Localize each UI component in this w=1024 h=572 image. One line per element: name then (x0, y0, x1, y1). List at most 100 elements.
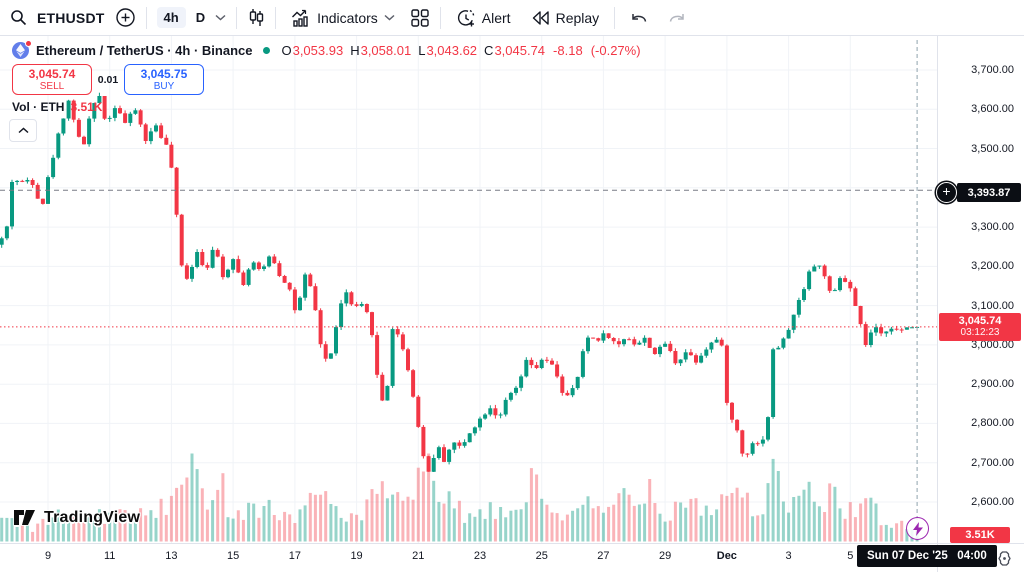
volume-bar (288, 514, 292, 542)
candle (580, 351, 585, 377)
toolbar-divider (236, 6, 238, 29)
volume-bar (684, 507, 688, 542)
candle (745, 453, 750, 455)
volume-bar (128, 518, 132, 542)
candle (344, 292, 349, 304)
candle (550, 360, 554, 365)
volume-bar (36, 523, 40, 542)
scale-settings-icon[interactable] (995, 549, 1013, 567)
interval-daily-button[interactable]: D (195, 10, 206, 25)
candle (282, 276, 287, 283)
candle (256, 262, 261, 269)
candle (627, 339, 632, 341)
candle (539, 359, 544, 368)
volume-bar (355, 514, 359, 542)
candle (164, 137, 169, 145)
volume-bar (51, 517, 55, 542)
volume-bar (622, 488, 626, 542)
volume-bar (853, 517, 857, 542)
compare-add-icon[interactable] (115, 7, 136, 28)
high-key: H (350, 43, 360, 58)
volume-bar (787, 512, 791, 542)
volume-bar (406, 496, 410, 542)
tradingview-logo-icon (13, 509, 37, 526)
symbol-title[interactable]: Ethereum / TetherUS · 4h · Binance (36, 43, 253, 58)
replay-button[interactable]: Replay (526, 7, 605, 29)
volume-bar (627, 494, 631, 542)
candle (699, 355, 704, 363)
volume-bar (535, 474, 539, 542)
candle (123, 113, 128, 123)
candle (611, 338, 616, 342)
undo-icon[interactable] (629, 10, 649, 26)
candle (215, 249, 220, 257)
sell-button[interactable]: 3,045.74 SELL (12, 64, 92, 95)
volume-bar (185, 477, 189, 542)
candle (184, 265, 189, 279)
symbol-search-button[interactable]: ETHUSDT (37, 9, 105, 26)
collapse-panel-button[interactable] (9, 119, 37, 142)
volume-bar (612, 504, 616, 542)
volume-bar (252, 503, 256, 542)
volume-bar (164, 514, 168, 542)
price-axis-label: 3,500.00 (971, 142, 1014, 155)
change-value: -8.18 (553, 43, 583, 58)
alert-button[interactable]: Alert (451, 5, 516, 31)
candle (51, 157, 56, 178)
candle (601, 333, 606, 341)
volume-bar (617, 493, 621, 542)
indicators-button[interactable]: Indicators (286, 6, 400, 30)
volume-bar (293, 523, 297, 542)
candle (616, 341, 621, 345)
volume-bar (103, 523, 107, 542)
interval-4h-button[interactable]: 4h (156, 7, 186, 28)
volume-bar (709, 515, 713, 542)
redo-icon[interactable] (667, 10, 687, 26)
candle (390, 329, 395, 386)
volume-bar (843, 518, 847, 542)
tradingview-watermark[interactable]: TradingView (13, 507, 140, 528)
volume-bar (581, 504, 585, 542)
candle (817, 265, 822, 267)
time-axis-label: 13 (165, 550, 178, 562)
alert-price-badge[interactable]: 3,393.87 (957, 183, 1021, 202)
buy-button[interactable]: 3,045.75 BUY (124, 64, 204, 95)
volume-bar (828, 483, 832, 542)
volume-bar (41, 518, 45, 542)
candle (586, 337, 590, 352)
volume-bar (632, 505, 636, 542)
volume-bar (298, 509, 302, 542)
candle (719, 339, 724, 346)
candle (359, 304, 364, 306)
ethereum-logo-icon[interactable] (12, 40, 32, 59)
volume-bar (751, 516, 755, 542)
volume-bar (730, 493, 734, 542)
candle (148, 131, 153, 142)
chart-type-candles-icon[interactable] (247, 8, 265, 27)
volume-bar (139, 508, 143, 542)
volume-bar (113, 519, 117, 542)
layout-grid-icon[interactable] (410, 8, 430, 28)
volume-axis-badge: 3.51K (950, 527, 1010, 543)
interval-chevron-down-icon[interactable] (215, 14, 226, 21)
candle (596, 338, 601, 341)
volume-bar (457, 500, 461, 542)
candle (786, 329, 791, 339)
volume-value: 3.51K (70, 100, 103, 114)
volume-bar (247, 502, 251, 542)
instant-trading-lightning-icon[interactable] (906, 517, 929, 540)
volume-bar (514, 509, 518, 542)
candle (735, 419, 740, 431)
candle (709, 342, 714, 350)
candle (102, 96, 107, 119)
volume-bar (869, 497, 873, 542)
search-icon[interactable] (10, 9, 27, 26)
volume-bar (864, 498, 868, 542)
candle (442, 447, 446, 462)
time-axis-border (0, 543, 1024, 544)
candle (467, 433, 472, 443)
volume-bar (67, 520, 71, 542)
alert-plus-icon[interactable]: + (936, 182, 957, 203)
price-axis-label: 2,800.00 (971, 417, 1014, 430)
